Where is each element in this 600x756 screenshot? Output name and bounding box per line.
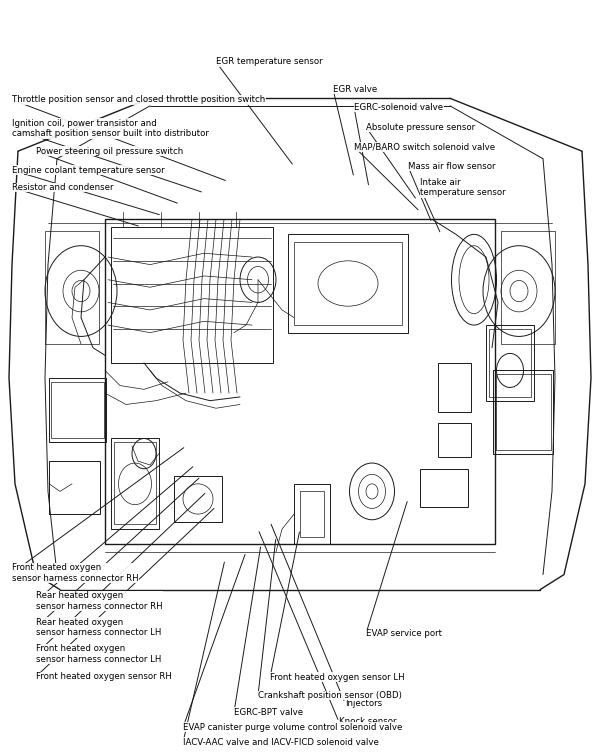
Bar	[493, 370, 553, 454]
Bar	[501, 231, 555, 344]
Bar	[420, 469, 468, 507]
Text: Knock sensor: Knock sensor	[339, 717, 397, 727]
Bar	[114, 442, 156, 524]
Bar	[486, 325, 534, 401]
Text: Rear heated oxygen
sensor harness connector LH: Rear heated oxygen sensor harness connec…	[36, 618, 161, 637]
Text: Crankshaft position sensor (OBD): Crankshaft position sensor (OBD)	[258, 691, 402, 700]
Text: Ignition coil, power transistor and
camshaft position sensor built into distribu: Ignition coil, power transistor and cams…	[12, 119, 209, 138]
Bar	[294, 242, 402, 325]
Text: EGRC-solenoid valve: EGRC-solenoid valve	[354, 103, 443, 112]
Text: Power steering oil pressure switch: Power steering oil pressure switch	[36, 147, 183, 156]
Text: Front heated oxygen
sensor harness connector LH: Front heated oxygen sensor harness conne…	[36, 644, 161, 664]
Text: Front heated oxygen sensor LH: Front heated oxygen sensor LH	[270, 673, 404, 682]
Text: EGRC-BPT valve: EGRC-BPT valve	[234, 708, 303, 717]
Bar	[49, 378, 106, 442]
Text: Front heated oxygen
sensor harness connector RH: Front heated oxygen sensor harness conne…	[12, 563, 139, 583]
Text: EGR valve: EGR valve	[333, 85, 377, 94]
Bar	[496, 374, 551, 450]
Bar	[49, 461, 100, 514]
Text: Engine coolant temperature sensor: Engine coolant temperature sensor	[12, 166, 164, 175]
Text: Rear heated oxygen
sensor harness connector RH: Rear heated oxygen sensor harness connec…	[36, 591, 163, 611]
Bar	[300, 491, 324, 537]
Bar	[489, 329, 531, 397]
Bar	[294, 484, 330, 544]
Text: Injectors: Injectors	[345, 699, 382, 708]
Text: Resistor and condenser: Resistor and condenser	[12, 183, 113, 192]
Bar	[111, 227, 273, 363]
Text: Front heated oxygen sensor RH: Front heated oxygen sensor RH	[36, 672, 172, 681]
Bar	[51, 382, 104, 438]
Bar	[174, 476, 222, 522]
Text: Intake air
temperature sensor: Intake air temperature sensor	[420, 178, 506, 197]
Bar	[438, 423, 471, 457]
Text: Mass air flow sensor: Mass air flow sensor	[408, 162, 496, 171]
Text: EGR temperature sensor: EGR temperature sensor	[216, 57, 323, 67]
Text: EVAP canister purge volume control solenoid valve: EVAP canister purge volume control solen…	[183, 723, 403, 732]
Text: EVAP service port: EVAP service port	[366, 629, 442, 638]
Text: Absolute pressure sensor: Absolute pressure sensor	[366, 122, 475, 132]
Text: MAP/BARO switch solenoid valve: MAP/BARO switch solenoid valve	[354, 142, 495, 151]
Bar	[111, 438, 159, 529]
Bar	[288, 234, 408, 333]
Text: IACV-AAC valve and IACV-FICD solenoid valve: IACV-AAC valve and IACV-FICD solenoid va…	[183, 738, 379, 747]
Bar	[45, 231, 99, 344]
Bar	[438, 363, 471, 412]
Text: Throttle position sensor and closed throttle position switch: Throttle position sensor and closed thro…	[12, 95, 265, 104]
Bar	[105, 219, 495, 544]
